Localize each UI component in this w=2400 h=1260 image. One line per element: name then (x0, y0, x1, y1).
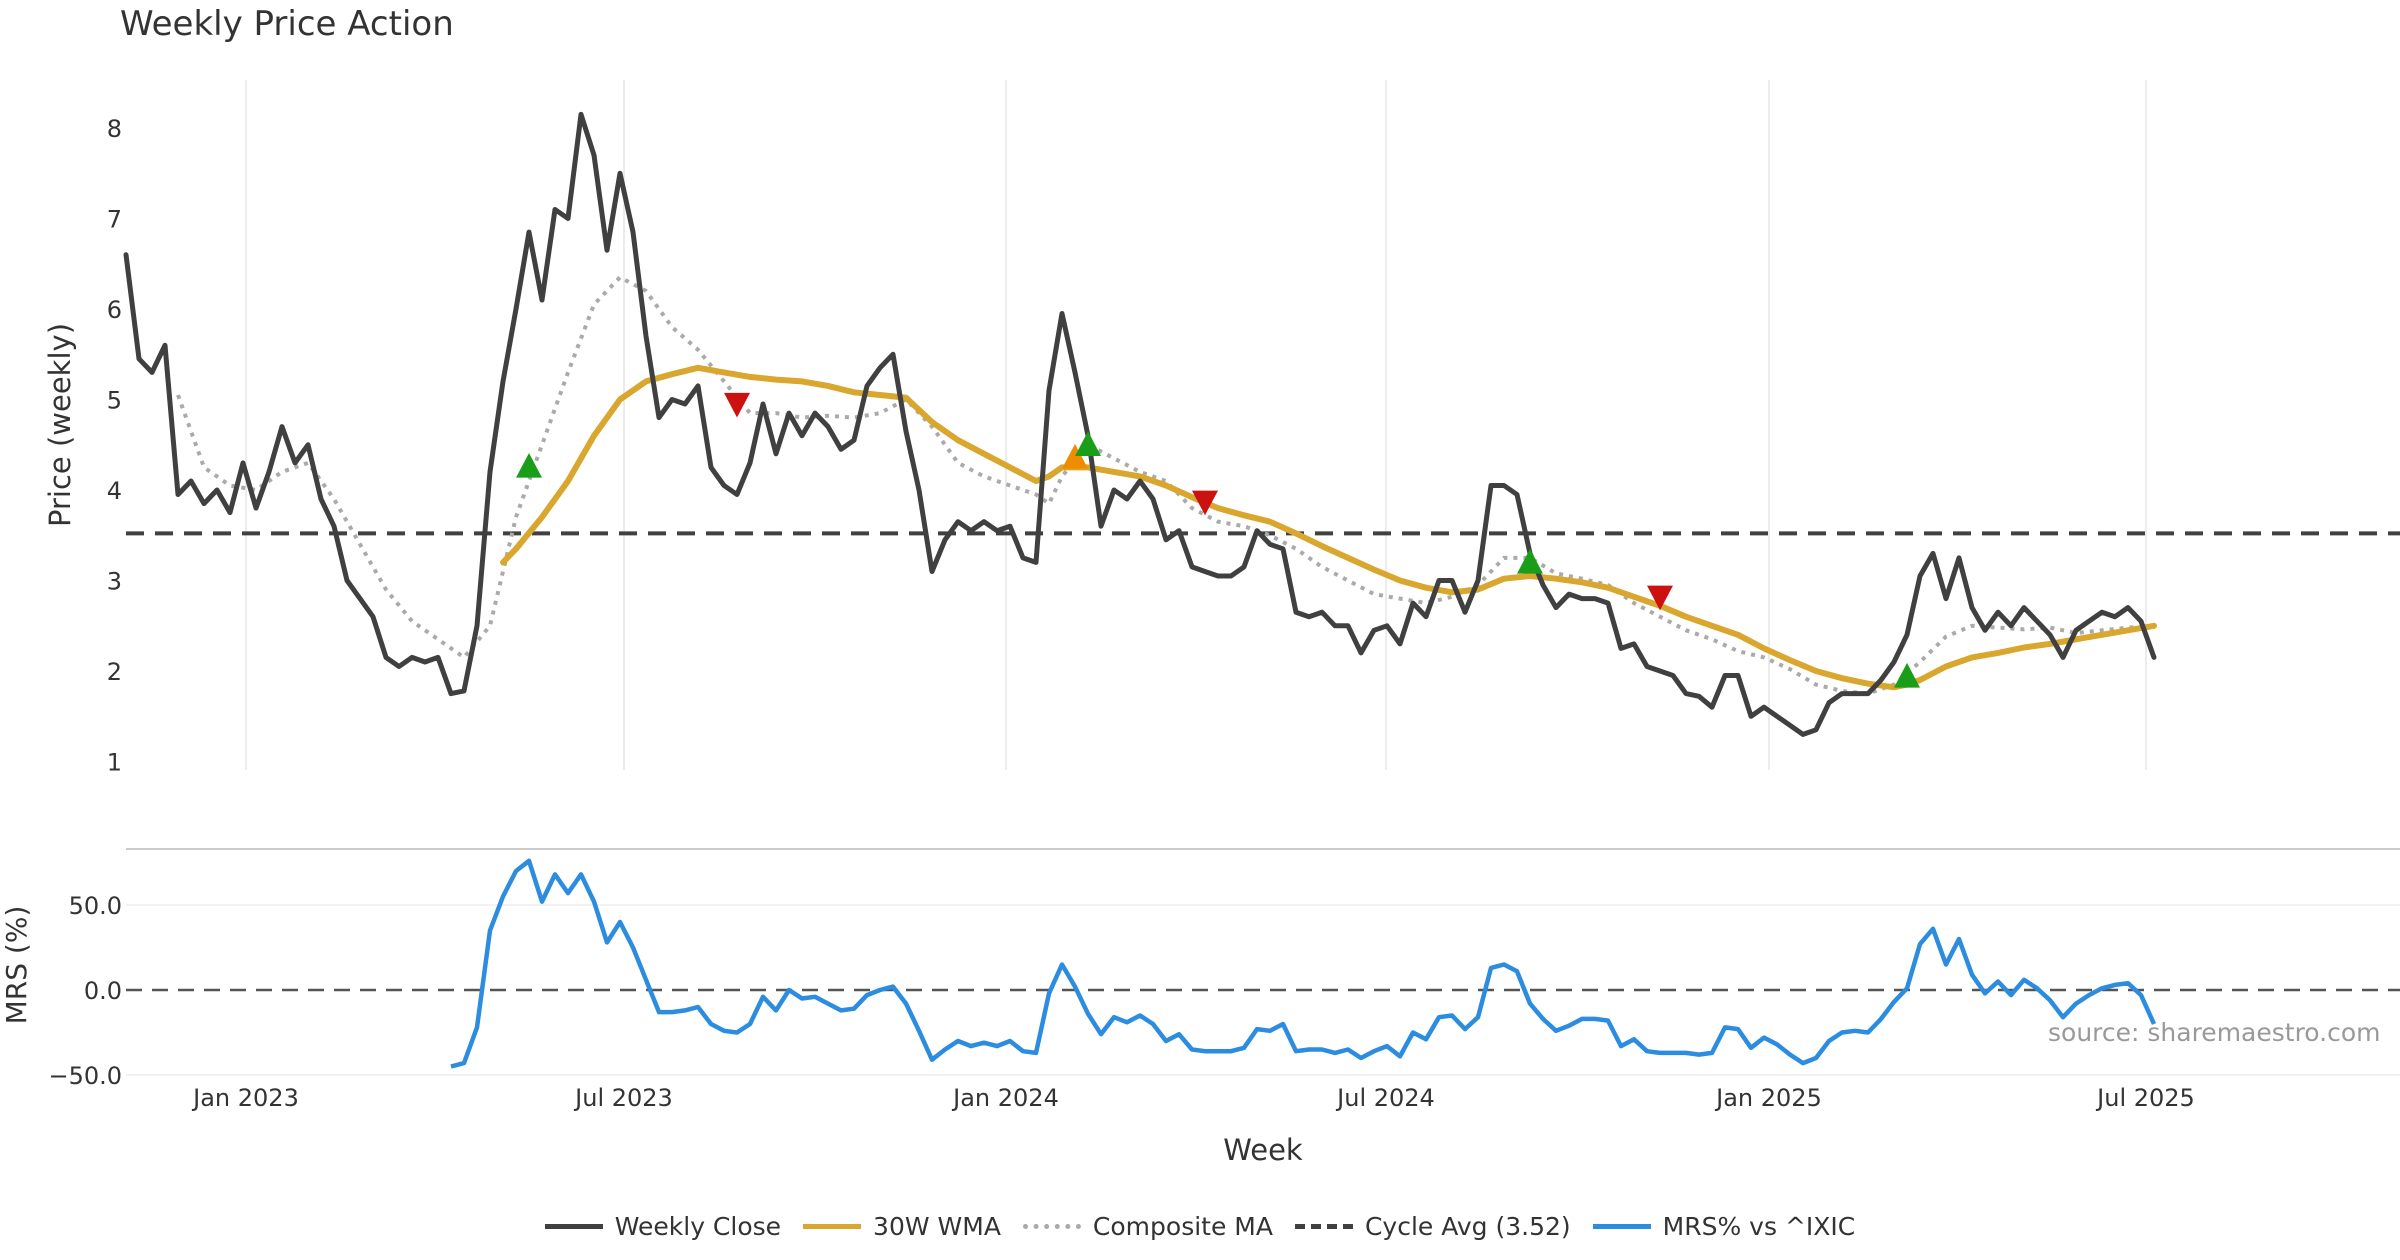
price-y-axis-label: Price (weekly) (43, 323, 77, 527)
warn-signal-marker (1062, 443, 1088, 469)
series-30w-wma (500, 364, 2157, 691)
mrs-y-axis-label: MRS (%) (0, 906, 33, 1025)
legend-swatch-mrs (1592, 1224, 1651, 1229)
x-axis-label: Week (1223, 1133, 1303, 1167)
signal-markers (516, 392, 1920, 688)
mrs-grid (126, 904, 2400, 1076)
price-y-tick: 2 (107, 658, 122, 686)
x-tick-label: Jan 2024 (951, 1084, 1059, 1112)
buy-signal-marker (1075, 431, 1101, 456)
legend-label-mrs: MRS% vs ^IXIC (1662, 1212, 1856, 1241)
series-mrs-vs-ixic (450, 858, 2157, 1069)
price-y-tick: 8 (107, 115, 122, 143)
price-y-tick: 7 (107, 206, 122, 234)
legend-item-mrs: MRS% vs ^IXIC (1592, 1212, 1856, 1241)
mrs-y-axis: 50.0 0.0 −50.0 (48, 892, 122, 1090)
buy-signal-marker (516, 452, 542, 478)
legend-swatch-30w-wma (803, 1224, 862, 1229)
legend-item-weekly-close: Weekly Close (544, 1212, 782, 1241)
price-y-tick: 6 (107, 296, 122, 324)
legend-item-composite-ma: Composite MA (1022, 1212, 1273, 1241)
x-axis: Jan 2023 Jul 2023 Jan 2024 Jul 2024 Jan 2025… (191, 1084, 2195, 1112)
chart-title: Weekly Price Action (120, 4, 454, 44)
buy-signal-marker (1894, 662, 1920, 688)
legend-label-30w-wma: 30W WMA (873, 1212, 1001, 1241)
price-y-tick: 1 (107, 749, 122, 777)
legend-item-cycle-avg: Cycle Avg (3.52) (1294, 1212, 1571, 1241)
source-note: source: sharemaestro.com (2048, 1018, 2381, 1047)
sell-signal-marker (724, 392, 750, 418)
sell-signal-marker (1192, 490, 1218, 516)
sell-signal-marker (1647, 585, 1673, 611)
x-tick-label: Jul 2024 (1335, 1084, 1435, 1112)
legend-swatch-weekly-close (544, 1224, 603, 1229)
series-composite-ma (176, 275, 2155, 696)
legend-label-weekly-close: Weekly Close (614, 1212, 782, 1241)
price-y-tick: 4 (107, 477, 122, 505)
mrs-y-tick: −50.0 (48, 1062, 122, 1090)
legend-swatch-cycle-avg (1294, 1224, 1353, 1229)
legend-item-30w-wma: 30W WMA (803, 1212, 1001, 1241)
legend-swatch-composite-ma (1022, 1224, 1081, 1229)
price-y-axis: 1 2 3 4 5 6 7 8 (107, 115, 122, 777)
legend-label-cycle-avg: Cycle Avg (3.52) (1364, 1212, 1571, 1241)
legend: Weekly Close 30W WMA Composite MA Cycle … (0, 1212, 2400, 1241)
buy-signal-marker (1517, 548, 1543, 574)
mrs-series (450, 858, 2157, 1069)
price-series (123, 111, 2400, 737)
mrs-y-tick: 0.0 (84, 977, 122, 1005)
mrs-y-tick: 50.0 (69, 892, 122, 920)
price-grid (245, 80, 2147, 770)
x-tick-label: Jul 2025 (2095, 1084, 2195, 1112)
price-y-tick: 5 (107, 387, 122, 415)
x-tick-label: Jan 2023 (191, 1084, 299, 1112)
x-tick-label: Jul 2023 (573, 1084, 673, 1112)
series-weekly-close (123, 111, 2157, 737)
x-tick-label: Jan 2025 (1714, 1084, 1822, 1112)
legend-label-composite-ma: Composite MA (1092, 1212, 1273, 1241)
price-y-tick: 3 (107, 568, 122, 596)
